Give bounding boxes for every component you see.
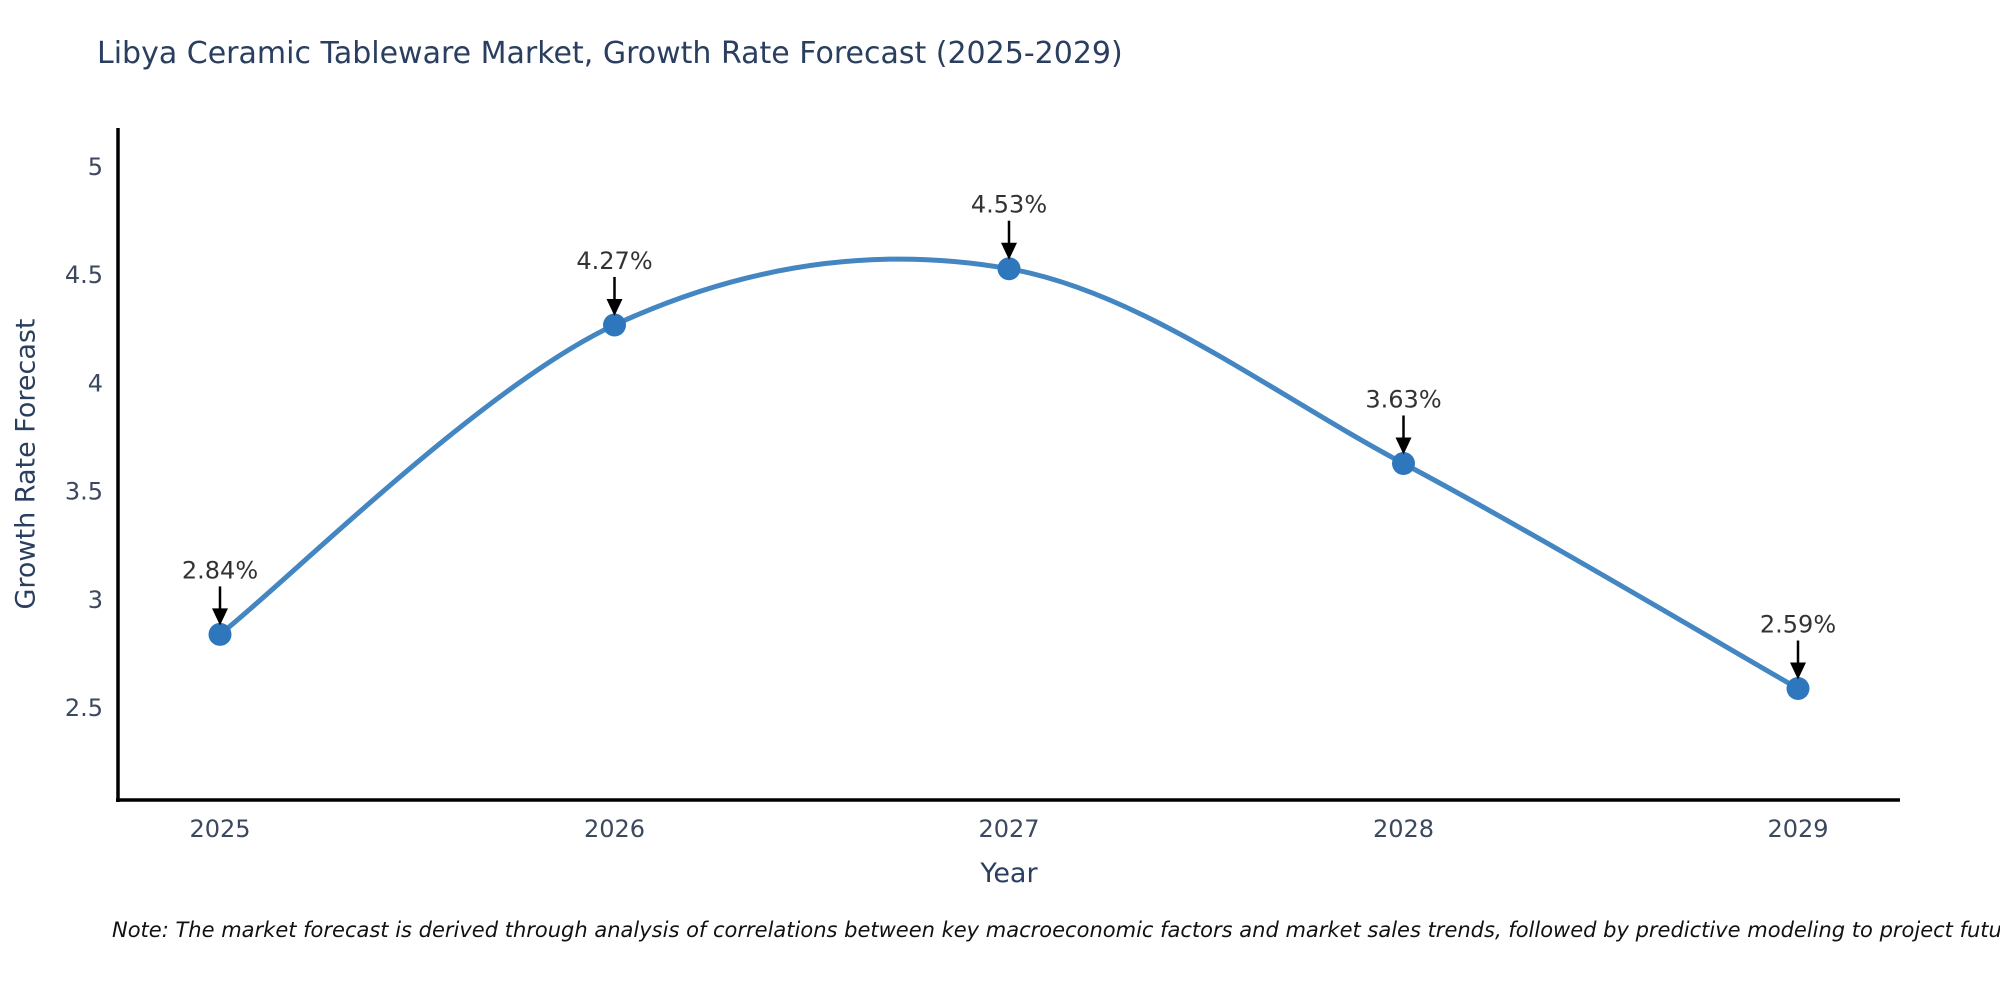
data-point-label: 2.84%: [182, 556, 258, 584]
y-tick-label: 4: [88, 369, 103, 397]
x-tick-label: 2025: [189, 815, 250, 843]
footnote: Note: The market forecast is derived thr…: [112, 918, 2000, 942]
annotation-arrow-head: [1790, 662, 1806, 680]
data-point-label: 4.53%: [971, 191, 1047, 219]
x-tick-label: 2029: [1767, 815, 1828, 843]
x-tick-label: 2027: [978, 815, 1039, 843]
data-point-label: 2.59%: [1760, 611, 1836, 639]
data-point-label: 3.63%: [1365, 385, 1441, 413]
y-tick-label: 5: [88, 153, 103, 181]
y-tick-label: 2.5: [65, 694, 103, 722]
data-point-marker: [603, 313, 626, 337]
data-point-marker: [1392, 451, 1415, 475]
x-axis-title: Year: [980, 858, 1038, 889]
data-point-marker: [208, 622, 232, 646]
x-tick-label: 2026: [584, 815, 645, 843]
data-point-label: 4.27%: [576, 247, 652, 275]
y-tick-label: 4.5: [65, 261, 103, 289]
annotation-arrow-head: [606, 298, 623, 316]
x-tick-label: 2028: [1373, 815, 1434, 843]
annotation-arrow-head: [212, 608, 228, 626]
annotation-arrow-head: [1395, 437, 1412, 455]
y-tick-label: 3.5: [65, 478, 103, 506]
annotation-arrow-head: [1001, 242, 1017, 260]
y-tick-label: 3: [88, 586, 103, 614]
chart-title: Libya Ceramic Tableware Market, Growth R…: [97, 36, 1123, 71]
trend-line: [217, 256, 1801, 691]
data-point-marker: [997, 257, 1021, 281]
data-point-marker: [1786, 677, 1810, 701]
